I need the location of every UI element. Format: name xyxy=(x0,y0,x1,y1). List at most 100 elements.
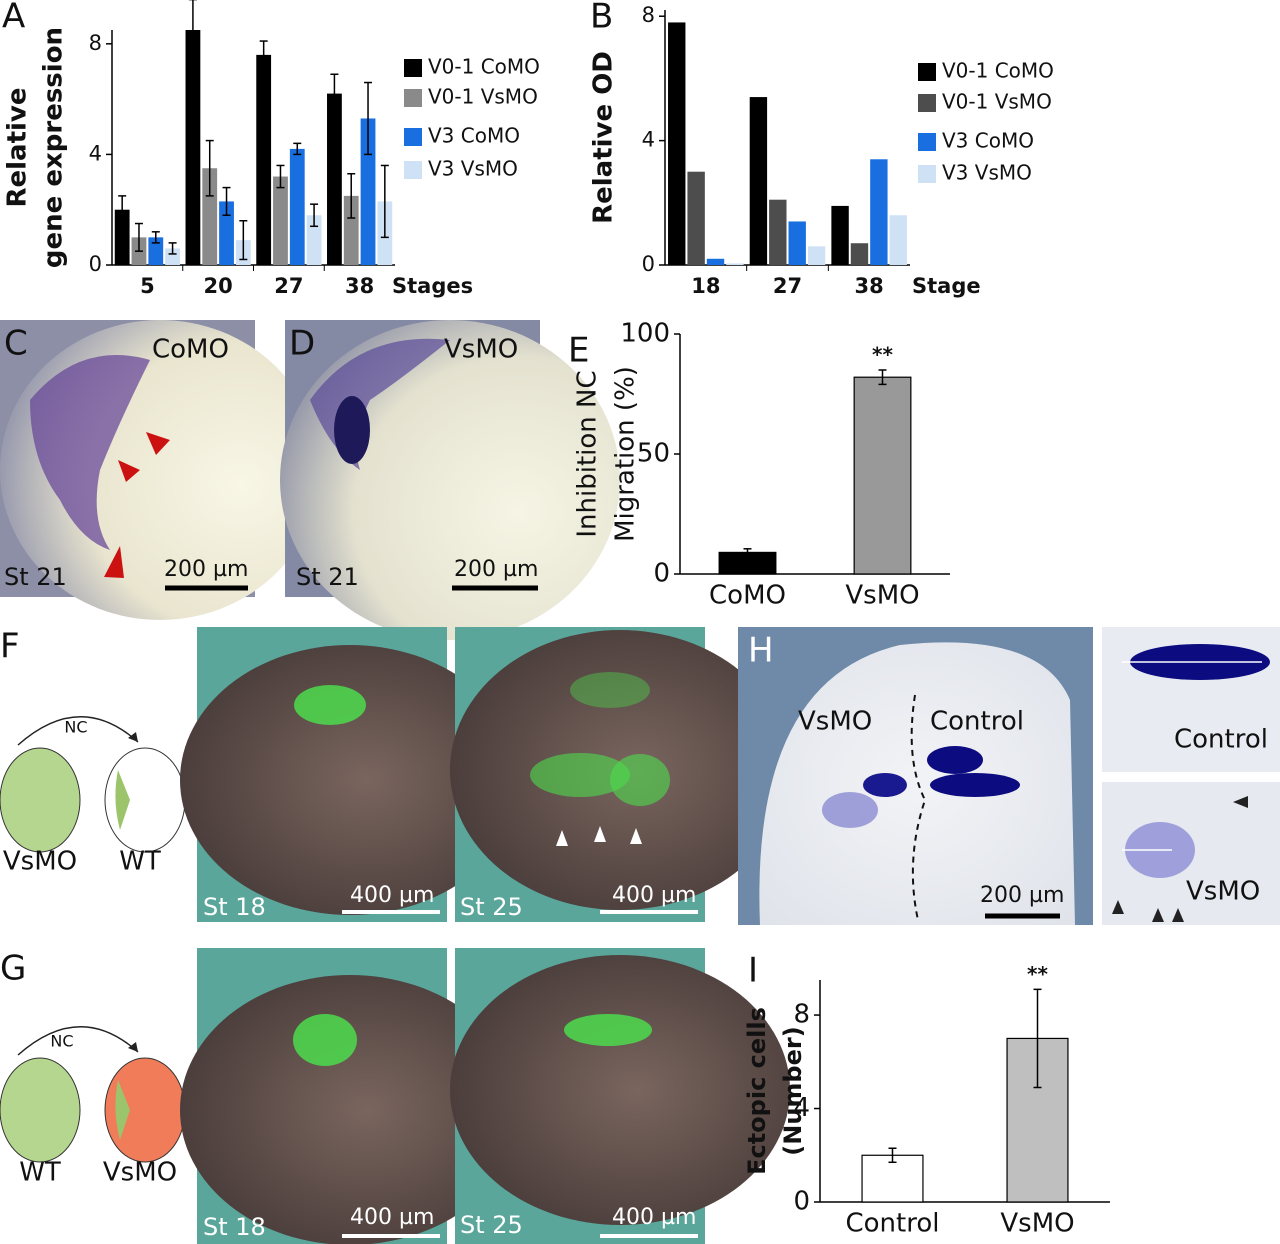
bar xyxy=(769,199,787,265)
x-axis-label: Stages xyxy=(392,274,473,298)
graft xyxy=(115,770,130,830)
x-tick-label: 38 xyxy=(345,274,374,298)
y-tick-label: 4 xyxy=(793,1093,810,1123)
bar xyxy=(343,195,359,265)
diagram-label: WT xyxy=(19,1158,61,1188)
arrowhead xyxy=(556,830,568,846)
y-axis-label: Migration (%) xyxy=(611,366,641,542)
arrowhead xyxy=(1152,908,1164,922)
y-tick-label: 0 xyxy=(793,1187,810,1217)
stage-label: St 18 xyxy=(203,893,266,921)
scale-label: 200 µm xyxy=(164,557,248,582)
x-axis-label: Stage xyxy=(912,274,981,298)
x-tick-label: 18 xyxy=(691,274,720,298)
legend-label: V3 VsMO xyxy=(942,161,1032,185)
inset-label: Control xyxy=(1174,725,1268,755)
panel-letter: C xyxy=(4,324,28,364)
embryo-diagram xyxy=(0,747,81,853)
legend-label: V3 CoMO xyxy=(428,124,520,148)
stain xyxy=(822,792,878,828)
bar xyxy=(726,263,744,265)
scale-label: 400 µm xyxy=(350,883,434,908)
y-tick-label: 4 xyxy=(642,128,655,152)
stain xyxy=(334,396,370,464)
arrowhead xyxy=(146,432,170,455)
diagram-label: VsMO xyxy=(103,1158,177,1188)
inset-label: VsMO xyxy=(1186,877,1260,907)
arrow-head xyxy=(128,732,138,742)
bar xyxy=(861,1154,924,1203)
panel-letter: B xyxy=(590,0,613,37)
x-tick-label: 38 xyxy=(855,274,884,298)
panel-letter: A xyxy=(2,0,25,37)
bar xyxy=(850,243,869,265)
legend-label: V3 CoMO xyxy=(942,129,1034,153)
x-tick-label: VsMO xyxy=(845,581,919,611)
panel-letter: F xyxy=(0,627,20,667)
bar xyxy=(219,201,234,265)
y-axis-label: Relative OD xyxy=(589,51,619,224)
bar xyxy=(306,215,322,265)
bar xyxy=(668,22,686,265)
embryo xyxy=(180,975,520,1244)
x-tick-label: 20 xyxy=(204,274,233,298)
bar xyxy=(831,205,849,265)
embryo xyxy=(759,642,1075,925)
stain xyxy=(863,773,907,797)
stain xyxy=(30,355,150,550)
bar xyxy=(256,54,272,265)
legend-label: V0-1 VsMO xyxy=(942,90,1052,114)
y-tick-label: 50 xyxy=(637,439,670,469)
image-label: VsMO xyxy=(444,335,518,365)
embryo-diagram xyxy=(0,1057,81,1163)
scale-label: 200 µm xyxy=(454,557,538,582)
y-tick-label: 8 xyxy=(89,31,102,55)
stage-label: St 21 xyxy=(4,563,67,591)
arrowhead xyxy=(104,546,124,578)
graft-fluorescence xyxy=(293,1014,357,1066)
bar xyxy=(749,97,768,265)
arrow-head xyxy=(128,1042,138,1052)
y-tick-label: 8 xyxy=(793,1000,810,1030)
arrow xyxy=(17,716,139,746)
x-tick-label: CoMO xyxy=(709,581,786,611)
legend-label: V3 VsMO xyxy=(428,157,518,181)
bar xyxy=(870,159,888,265)
arrow-label: NC xyxy=(50,1032,73,1051)
diagram-label: WT xyxy=(119,847,161,877)
legend-swatch xyxy=(918,165,936,183)
legend-swatch xyxy=(404,161,422,179)
image-label: VsMO xyxy=(798,707,872,737)
arrowhead xyxy=(1172,908,1184,922)
bar xyxy=(807,246,826,265)
y-tick-label: 4 xyxy=(89,141,102,165)
x-tick-label: 5 xyxy=(140,274,155,298)
legend-swatch xyxy=(404,128,422,146)
legend-swatch xyxy=(404,89,422,107)
legend-label: V0-1 VsMO xyxy=(428,85,538,109)
y-tick-label: 0 xyxy=(642,252,655,276)
y-axis-label: Ectopic cells xyxy=(743,1007,771,1175)
y-axis-label: gene expression xyxy=(39,27,69,268)
scale-label: 200 µm xyxy=(980,883,1064,908)
scale-label: 400 µm xyxy=(612,1205,696,1230)
migrating-cells xyxy=(530,753,630,797)
y-tick-label: 100 xyxy=(620,319,670,349)
stage-label: St 25 xyxy=(460,1211,523,1239)
x-tick-label: VsMO xyxy=(1000,1209,1074,1239)
embryo xyxy=(180,645,520,915)
bar xyxy=(185,30,201,265)
x-tick-label: 27 xyxy=(274,274,303,298)
stage-label: St 25 xyxy=(460,893,523,921)
migrating-cells xyxy=(610,754,670,806)
stage-label: St 21 xyxy=(296,563,359,591)
graft-fluorescence xyxy=(564,1014,652,1046)
arrowhead xyxy=(594,826,606,842)
bar xyxy=(148,237,164,265)
bar xyxy=(202,168,218,265)
legend-swatch xyxy=(404,59,422,77)
arrowhead xyxy=(1233,796,1248,808)
migrating-cells xyxy=(570,672,650,708)
